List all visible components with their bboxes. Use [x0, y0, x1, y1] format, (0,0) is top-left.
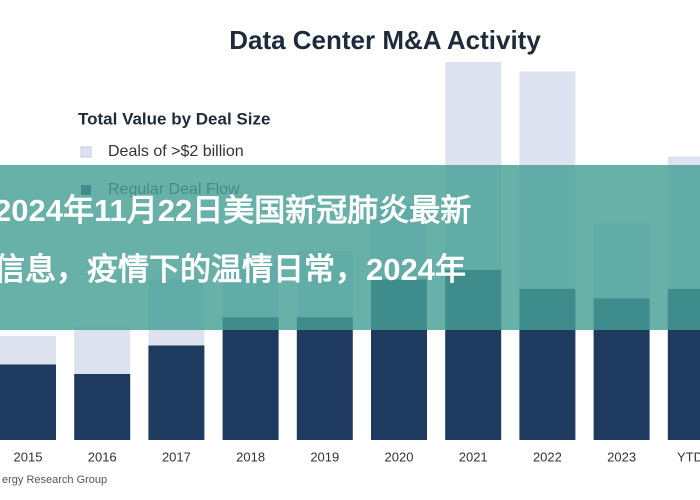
x-tick-label: 2016: [88, 449, 117, 464]
overlay-line: 信息，疫情下的温情日常，2024年: [0, 252, 466, 287]
x-tick-label: 2020: [385, 449, 414, 464]
x-tick-label: 2019: [310, 449, 339, 464]
legend-title: Total Value by Deal Size: [78, 109, 270, 128]
x-tick-label: YTD A: [677, 449, 700, 464]
legend-label: Deals of >$2 billion: [108, 143, 244, 160]
legend-swatch: [80, 146, 92, 158]
source: ergy Research Group: [2, 474, 107, 486]
bar-segment: [222, 317, 279, 440]
overlay-line: 2024年11月22日美国新冠肺炎最新: [0, 193, 471, 228]
bar-segment: [148, 345, 205, 440]
overlay-banner: [0, 165, 700, 330]
bar-segment: [74, 326, 131, 374]
bar-segment: [296, 317, 353, 440]
bar-segment: [74, 373, 131, 440]
bar-segment: [0, 364, 56, 440]
x-tick-label: 2017: [162, 449, 191, 464]
x-tick-label: 2015: [14, 449, 43, 464]
x-tick-label: 2021: [459, 449, 488, 464]
x-tick-label: 2022: [533, 449, 562, 464]
x-tick-label: 2023: [607, 449, 636, 464]
chart-title: Data Center M&A Activity: [229, 25, 541, 55]
bar-segment: [0, 336, 56, 365]
x-tick-label: 2018: [236, 449, 265, 464]
